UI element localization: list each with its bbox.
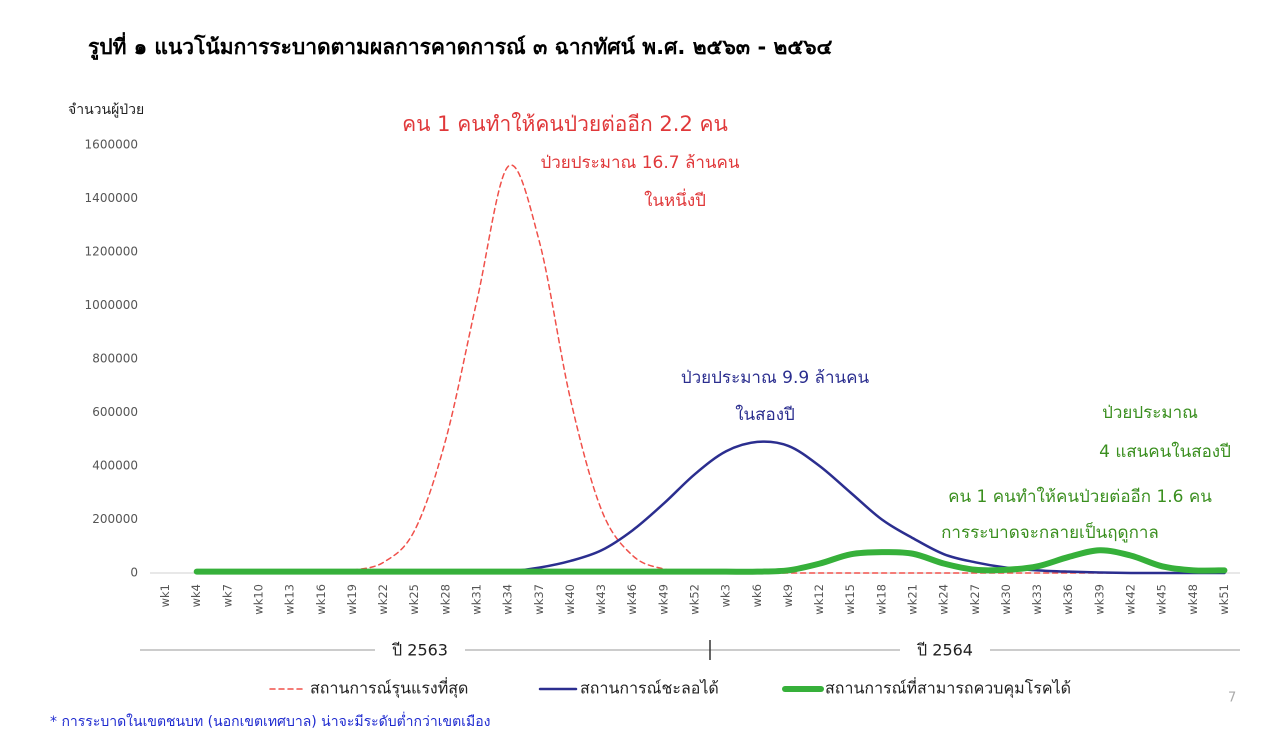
x-tick-label: wk1 <box>158 584 172 607</box>
x-tick-label: wk30 <box>999 584 1013 615</box>
annotation: ในหนึ่งปี <box>644 188 706 211</box>
x-tick-label: wk4 <box>189 584 203 607</box>
x-tick-label: wk40 <box>563 584 577 615</box>
y-tick-label: 1200000 <box>85 245 138 259</box>
x-tick-label: wk37 <box>532 584 546 615</box>
x-tick-label: wk18 <box>874 584 888 615</box>
y-tick-label: 1000000 <box>85 298 138 312</box>
x-tick-label: wk16 <box>314 584 328 615</box>
x-tick-label: wk9 <box>781 584 795 607</box>
x-tick-label: wk39 <box>1092 584 1106 615</box>
x-tick-label: wk33 <box>1030 584 1044 615</box>
y-tick-label: 400000 <box>92 459 138 473</box>
annotation: ป่วยประมาณ <box>1102 403 1198 423</box>
series-line <box>193 547 1228 575</box>
x-tick-label: wk52 <box>688 584 702 615</box>
y-tick-label: 0 <box>130 566 138 580</box>
x-tick-label: wk19 <box>345 584 359 615</box>
annotation: ป่วยประมาณ 9.9 ล้านคน <box>681 368 870 388</box>
x-tick-label: wk31 <box>470 584 484 615</box>
year-label-bg <box>900 638 990 662</box>
x-tick-label: wk10 <box>252 584 266 615</box>
x-tick-label: wk7 <box>220 584 234 607</box>
y-tick-label: 600000 <box>92 405 138 419</box>
legend-label: สถานการณ์รุนแรงที่สุด <box>310 677 468 699</box>
x-tick-label: wk46 <box>625 584 639 615</box>
x-tick-label: wk43 <box>594 584 608 615</box>
x-tick-label: wk24 <box>937 584 951 615</box>
series-line <box>444 440 1226 575</box>
y-tick-label: 200000 <box>92 512 138 526</box>
year-label: ปี 2563 <box>392 641 448 660</box>
legend-label: สถานการณ์ที่สามารถควบคุมโรคได้ <box>825 677 1071 699</box>
annotation: คน 1 คนทำให้คนป่วยต่ออีก 1.6 คน <box>948 486 1212 507</box>
footnote: * การระบาดในเขตชนบท (นอกเขตเทศบาล) น่าจะ… <box>50 712 490 730</box>
x-tick-label: wk27 <box>968 584 982 615</box>
annotation: ในสองปี <box>735 404 795 425</box>
y-tick-label: 800000 <box>92 352 138 366</box>
x-tick-label: wk13 <box>283 584 297 615</box>
chart-title: รูปที่ ๑ แนวโน้มการระบาดตามผลการคาดการณ์… <box>88 31 833 61</box>
y-tick-label: 1400000 <box>85 191 138 205</box>
legend-label: สถานการณ์ชะลอได้ <box>580 679 719 698</box>
x-tick-label: wk3 <box>719 584 733 607</box>
x-tick-label: wk21 <box>906 584 920 615</box>
annotation: ป่วยประมาณ 16.7 ล้านคน <box>540 153 739 173</box>
x-tick-label: wk49 <box>656 584 670 615</box>
x-tick-label: wk45 <box>1155 584 1169 615</box>
x-tick-label: wk15 <box>843 584 857 615</box>
page-number: 7 <box>1228 691 1236 706</box>
x-tick-label: wk25 <box>407 584 421 615</box>
x-tick-label: wk28 <box>438 584 452 615</box>
year-label: ปี 2564 <box>917 641 973 660</box>
x-tick-label: wk48 <box>1186 584 1200 615</box>
annotation: 4 แสนคนในสองปี <box>1099 441 1231 462</box>
annotation: คน 1 คนทำให้คนป่วยต่ออีก 2.2 คน <box>402 112 728 136</box>
annotation: การระบาดจะกลายเป็นฤดูกาล <box>941 521 1159 543</box>
year-label-bg <box>375 638 465 662</box>
x-tick-label: wk36 <box>1061 584 1075 615</box>
x-tick-label: wk12 <box>812 584 826 615</box>
x-tick-label: wk34 <box>501 584 515 615</box>
x-tick-label: wk42 <box>1124 584 1138 615</box>
x-tick-label: wk51 <box>1217 584 1231 615</box>
y-axis-label: จำนวนผู้ป่วย <box>68 102 144 118</box>
x-tick-label: wk6 <box>750 584 764 607</box>
y-tick-label: 1600000 <box>85 138 138 152</box>
x-tick-label: wk22 <box>376 584 390 615</box>
